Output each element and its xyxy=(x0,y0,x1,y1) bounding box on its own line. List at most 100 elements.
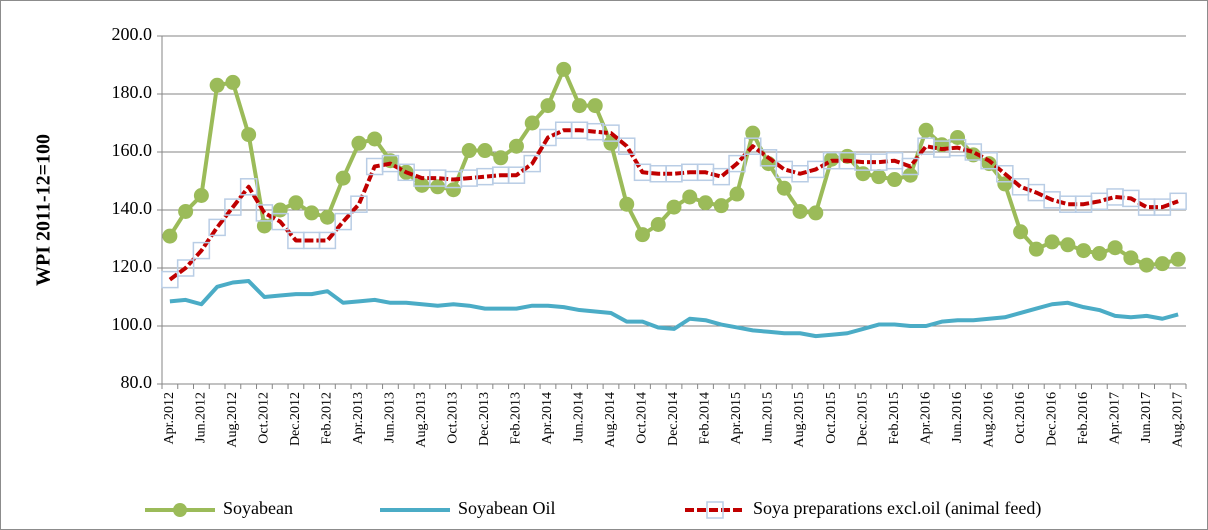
data-point xyxy=(698,195,714,211)
x-tick-label: Feb.2016 xyxy=(1076,392,1091,445)
data-point xyxy=(193,188,209,203)
x-tick-label: Jun.2017 xyxy=(1139,392,1154,443)
data-point xyxy=(887,172,903,188)
data-point xyxy=(792,203,808,219)
x-tick-label: Jun.2016 xyxy=(950,392,965,443)
data-point xyxy=(728,154,746,173)
data-point xyxy=(1091,246,1107,261)
x-tick-label: Jun.2015 xyxy=(761,392,776,443)
y-tick-label: 140.0 xyxy=(112,198,153,218)
x-tick-label: Oct.2012 xyxy=(257,392,272,444)
x-tick-label: Oct.2016 xyxy=(1013,392,1028,444)
x-tick-label: Jun.2012 xyxy=(194,392,209,443)
data-point xyxy=(209,77,225,93)
y-tick-label: 200.0 xyxy=(112,24,153,44)
x-tick-label: Aug.2015 xyxy=(792,392,807,448)
data-point xyxy=(178,203,194,219)
legend-marker xyxy=(706,501,724,519)
data-point xyxy=(1123,250,1139,266)
data-point xyxy=(808,205,824,221)
data-point xyxy=(334,212,352,231)
x-tick-label: Feb.2012 xyxy=(320,392,335,445)
x-tick-label: Jun.2013 xyxy=(383,392,398,443)
data-point xyxy=(713,198,729,214)
data-point xyxy=(367,131,383,147)
data-point xyxy=(319,209,335,225)
x-tick-label: Aug.2013 xyxy=(414,392,429,448)
data-point xyxy=(682,189,698,205)
data-point xyxy=(712,167,731,186)
x-tick-label: Dec.2013 xyxy=(477,392,492,446)
data-point xyxy=(729,186,745,202)
data-point xyxy=(507,166,526,184)
data-point xyxy=(208,218,226,237)
data-point xyxy=(350,195,368,213)
x-tick-label: Oct.2014 xyxy=(635,392,650,444)
data-point xyxy=(650,217,666,232)
data-point xyxy=(224,198,242,216)
x-tick-label: Apr.2013 xyxy=(351,392,366,445)
x-tick-label: Feb.2013 xyxy=(509,392,524,445)
data-point xyxy=(617,137,636,155)
data-point xyxy=(1154,256,1170,272)
legend-label: Soya preparations excl.oil (animal feed) xyxy=(753,498,1041,519)
y-tick-label: 80.0 xyxy=(121,372,153,392)
x-tick-label: Dec.2016 xyxy=(1044,392,1059,446)
y-tick-label: 180.0 xyxy=(112,82,153,102)
data-point xyxy=(918,122,934,138)
legend-marker xyxy=(173,503,187,517)
data-point xyxy=(1044,234,1060,250)
data-point xyxy=(556,61,572,77)
data-point xyxy=(1076,243,1092,259)
data-point xyxy=(1013,224,1029,240)
x-tick-label: Jun.2014 xyxy=(572,392,587,443)
data-point xyxy=(192,241,211,260)
data-point xyxy=(493,150,509,166)
data-point xyxy=(745,125,761,141)
data-point xyxy=(461,143,477,159)
data-point xyxy=(666,199,682,215)
data-point xyxy=(241,127,257,143)
data-point xyxy=(225,74,241,90)
x-tick-label: Feb.2015 xyxy=(887,392,902,445)
data-point xyxy=(950,130,966,145)
data-point xyxy=(1139,257,1155,273)
data-point xyxy=(997,176,1013,192)
x-tick-label: Oct.2015 xyxy=(824,392,839,444)
data-point xyxy=(272,202,288,218)
x-tick-label: Dec.2012 xyxy=(288,392,303,446)
data-point xyxy=(1107,240,1123,256)
data-point xyxy=(855,166,871,182)
data-point xyxy=(540,98,556,114)
data-point xyxy=(256,218,272,234)
data-point xyxy=(523,154,541,173)
data-point xyxy=(871,169,887,185)
legend-label: Soyabean xyxy=(223,498,293,518)
data-point xyxy=(318,231,337,250)
y-tick-label: 160.0 xyxy=(112,140,153,160)
data-point xyxy=(587,98,603,114)
data-point xyxy=(759,149,778,167)
x-tick-label: Feb.2014 xyxy=(698,392,713,445)
data-point xyxy=(176,259,195,277)
data-point xyxy=(996,165,1014,183)
data-point xyxy=(1060,237,1076,253)
x-tick-label: Aug.2012 xyxy=(225,392,240,448)
data-point xyxy=(161,270,179,289)
data-point xyxy=(980,151,998,170)
y-tick-label: 100.0 xyxy=(112,314,153,334)
x-tick-label: Aug.2016 xyxy=(981,392,996,448)
data-point xyxy=(1170,251,1186,267)
data-point xyxy=(1028,241,1044,257)
x-tick-label: Apr.2016 xyxy=(918,392,933,445)
series-line xyxy=(168,128,1179,282)
x-tick-label: Apr.2014 xyxy=(540,392,555,445)
data-point xyxy=(524,115,540,131)
data-point xyxy=(271,212,289,231)
data-point xyxy=(603,135,619,151)
x-tick-label: Dec.2015 xyxy=(855,392,870,446)
data-point xyxy=(901,157,920,176)
data-point xyxy=(744,137,762,155)
